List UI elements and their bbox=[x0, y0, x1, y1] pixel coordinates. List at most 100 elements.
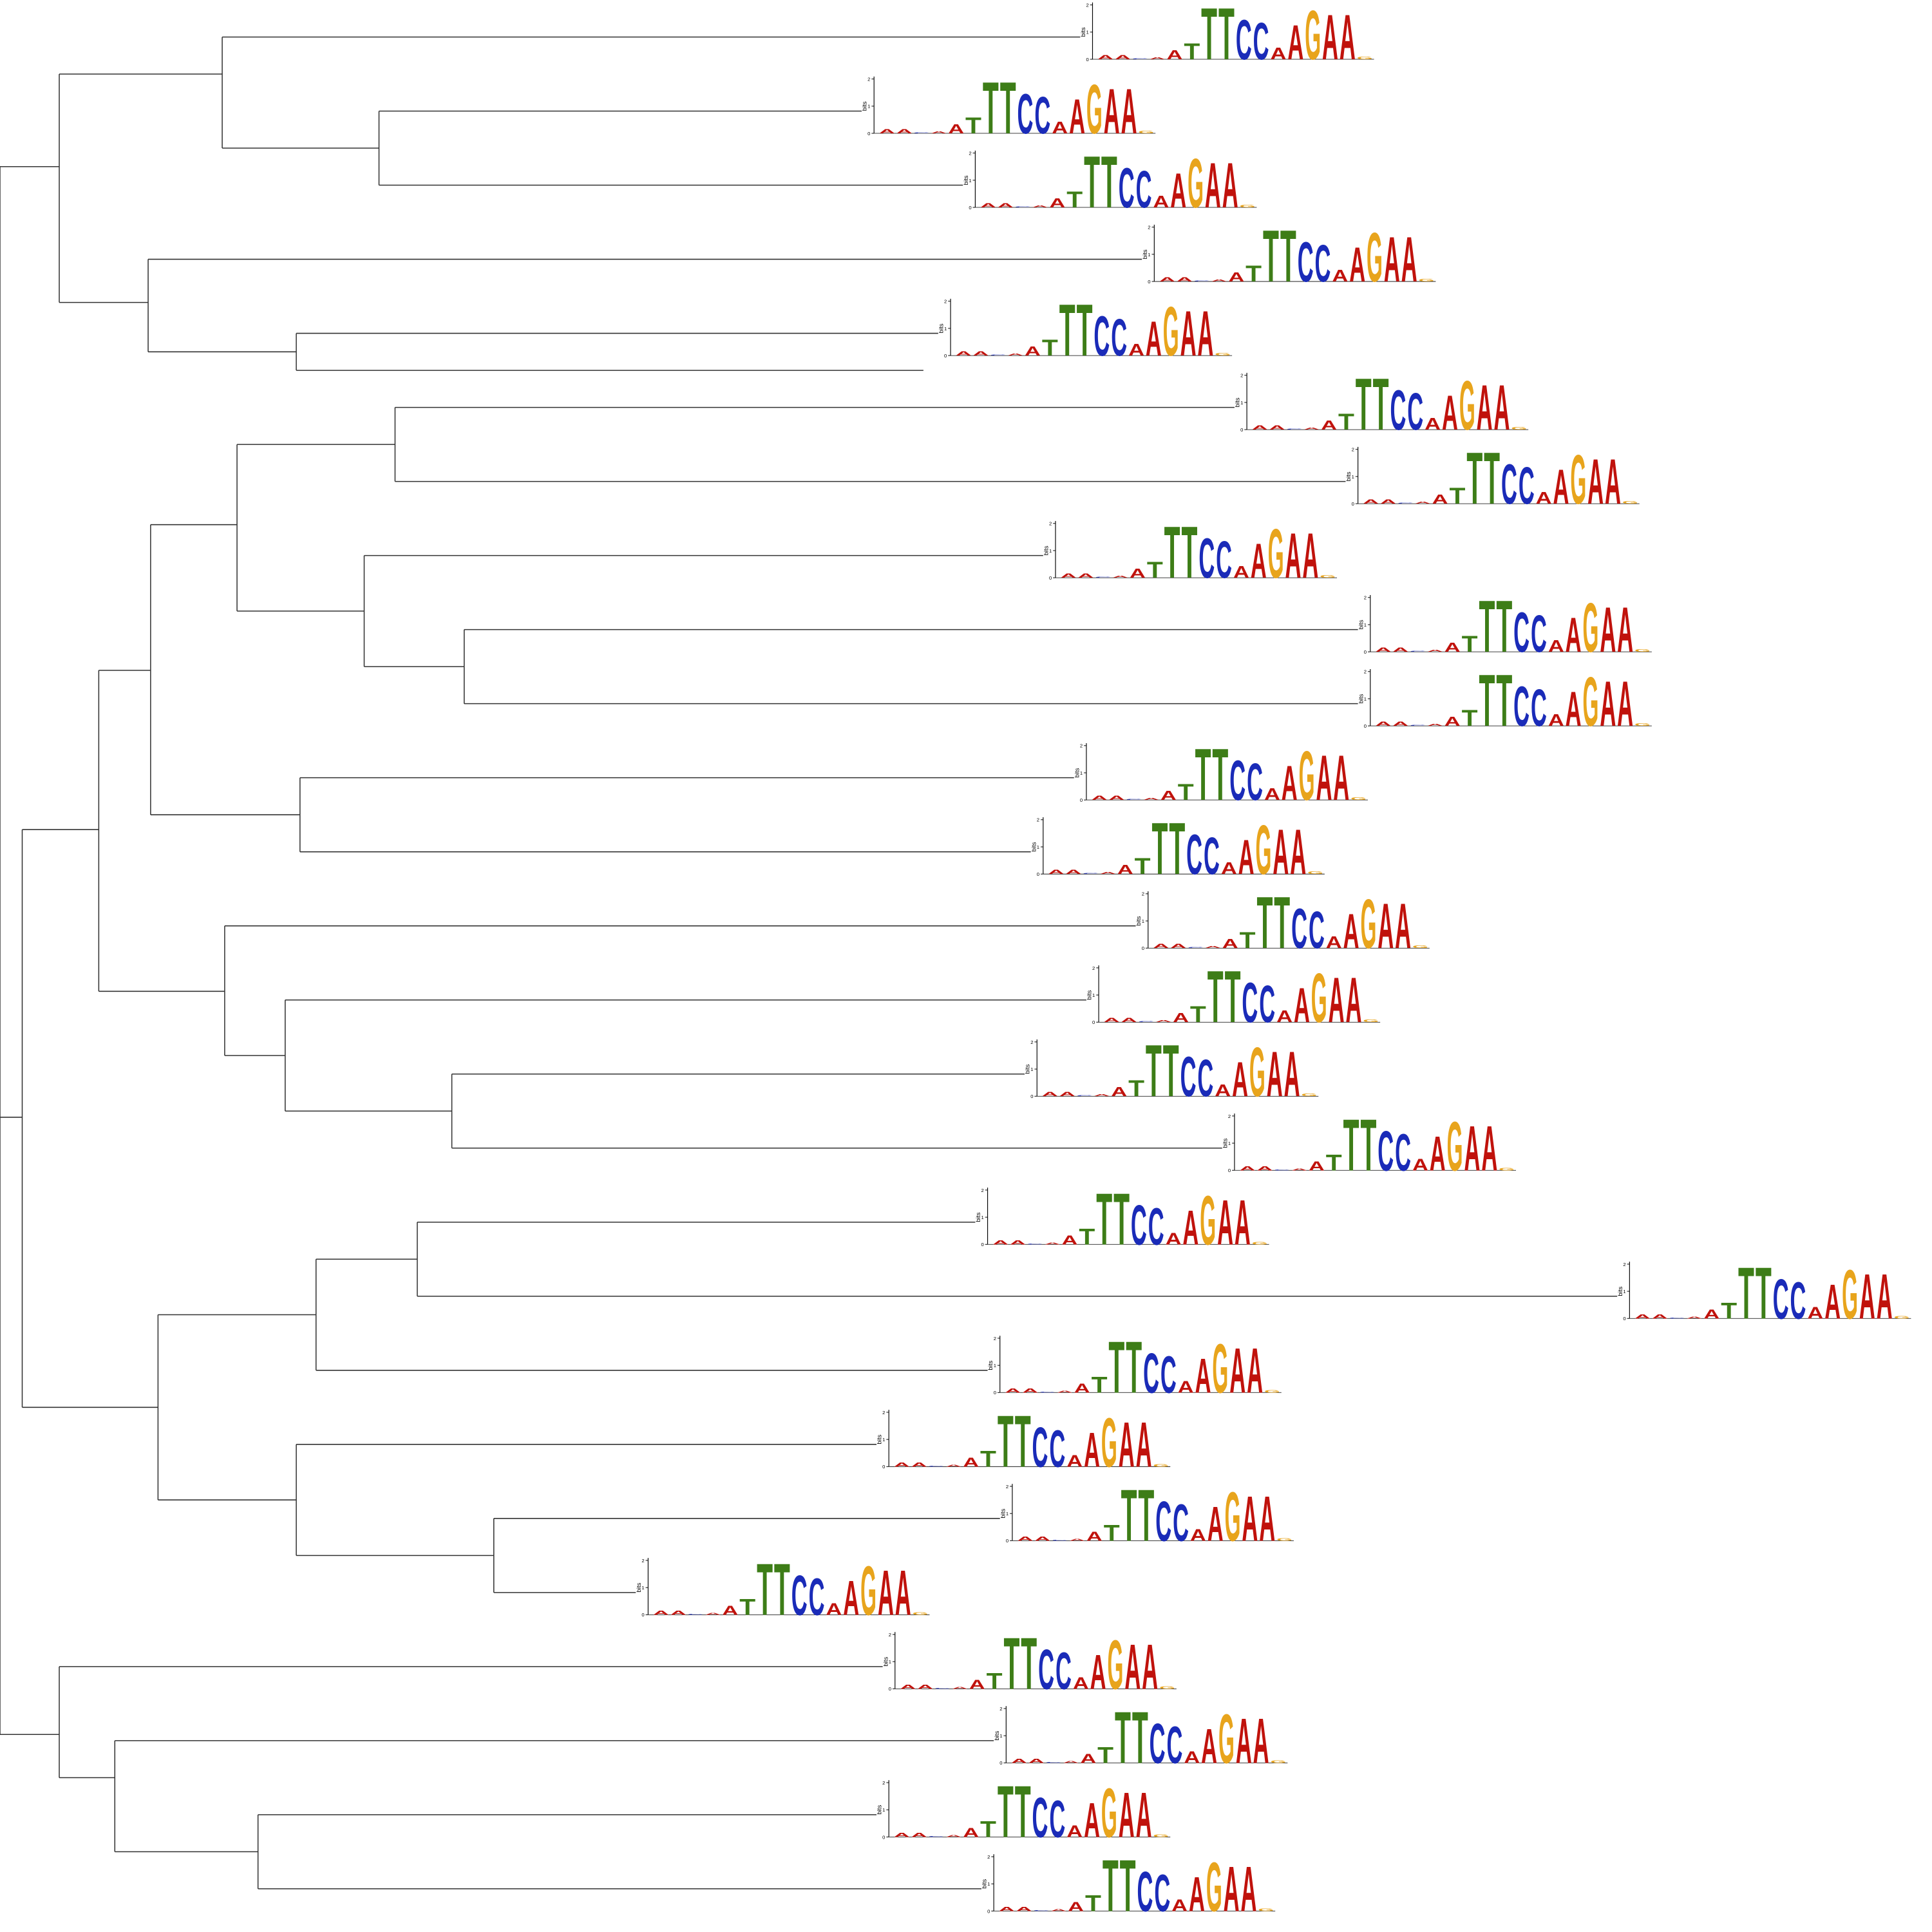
logo-letter: C bbox=[1410, 651, 1426, 652]
logo-letter: A bbox=[1285, 520, 1302, 591]
logo-letter: G bbox=[1570, 441, 1586, 519]
logo-letter: A bbox=[1493, 372, 1510, 443]
logo-letter: A bbox=[1086, 1529, 1103, 1544]
logo-axis-label: bits bbox=[876, 1434, 884, 1444]
logo-letter: A bbox=[1309, 1159, 1325, 1173]
logo-letter: C bbox=[1094, 305, 1110, 368]
logo-letter: A bbox=[1142, 1631, 1158, 1703]
logo-axis-label: bits bbox=[981, 1879, 989, 1889]
logo-tick-label: 1 bbox=[1352, 474, 1354, 480]
logo-letter: A bbox=[1066, 1821, 1083, 1841]
logo-letter: A bbox=[1224, 1853, 1240, 1925]
logo-letter: T bbox=[980, 1817, 997, 1842]
logo-letter: T bbox=[1178, 780, 1195, 805]
logo-letter: T bbox=[1462, 706, 1479, 731]
logo-tick-label: 1 bbox=[1142, 918, 1144, 924]
logo-letter: T bbox=[1164, 512, 1180, 594]
logo-letter: G bbox=[1412, 945, 1428, 949]
logo-letter: G bbox=[1276, 1537, 1293, 1542]
logo-letter: A bbox=[1166, 1229, 1182, 1248]
logo-letter: T bbox=[1097, 1743, 1114, 1768]
logo-letter: A bbox=[1687, 1316, 1703, 1319]
logo-tick-label: 1 bbox=[641, 1585, 644, 1591]
logo-letter: G bbox=[1363, 1019, 1379, 1023]
logo-letter: T bbox=[1756, 1253, 1772, 1334]
logo-letter: A bbox=[1117, 862, 1133, 877]
logo-letter: T bbox=[1184, 39, 1200, 64]
logo-letter: A bbox=[1251, 533, 1267, 589]
logo-letter: C bbox=[1083, 873, 1099, 875]
logo-letter: A bbox=[1090, 1644, 1106, 1700]
logo-letter: A bbox=[1028, 1757, 1045, 1764]
logo-tick-label: 2 bbox=[981, 1188, 984, 1193]
logo-letter: G bbox=[1447, 1108, 1463, 1186]
logo-letter: A bbox=[1049, 195, 1065, 210]
logo-letter: A bbox=[1349, 237, 1365, 292]
logo-letter: T bbox=[1015, 1401, 1031, 1482]
logo-letter: G bbox=[1842, 1256, 1858, 1334]
logo-tick-label: 1 bbox=[889, 1659, 891, 1665]
logo-tick-label: 0 bbox=[1142, 945, 1144, 951]
logo-letter: C bbox=[1137, 1861, 1153, 1924]
logo-tick-label: 1 bbox=[1364, 622, 1367, 628]
logo-letter: G bbox=[1200, 1182, 1216, 1260]
logo-letter: G bbox=[1894, 1315, 1910, 1320]
logo-letter: A bbox=[1548, 710, 1564, 730]
logo-letter: G bbox=[1634, 723, 1651, 727]
logo-letter: T bbox=[1120, 1846, 1136, 1927]
logo-letter: A bbox=[1128, 340, 1144, 359]
logo-letter: C bbox=[1274, 1170, 1290, 1171]
logo-letter: G bbox=[1307, 871, 1323, 875]
logo-letter: A bbox=[1084, 1792, 1100, 1848]
logo-letter: A bbox=[1321, 417, 1337, 432]
logo-axis-label: bits bbox=[999, 1508, 1007, 1518]
logo-letter: A bbox=[1412, 1155, 1428, 1174]
logo-letter: C bbox=[1242, 972, 1258, 1034]
logo-letter: T bbox=[1015, 1772, 1031, 1853]
logo-letter: T bbox=[987, 1669, 1003, 1694]
logo-letter: C bbox=[1247, 752, 1263, 811]
logo-letter: A bbox=[1084, 1422, 1100, 1477]
logo-letter: C bbox=[1378, 1120, 1394, 1182]
logo-letter: A bbox=[1178, 1377, 1194, 1396]
logo-tick-label: 2 bbox=[867, 77, 870, 82]
logo-letter: C bbox=[1519, 456, 1535, 515]
logo-axis-label: bits bbox=[1086, 990, 1094, 999]
logo-letter: A bbox=[1228, 269, 1244, 284]
logo-letter: A bbox=[956, 350, 972, 357]
logo-letter: T bbox=[1147, 558, 1164, 583]
logo-letter: A bbox=[1600, 594, 1616, 665]
logo-letter: A bbox=[1332, 266, 1348, 285]
logo-letter: A bbox=[1302, 520, 1318, 591]
logo-letter: A bbox=[1384, 223, 1400, 295]
logo-tick-label: 2 bbox=[889, 1632, 891, 1638]
logo-letter: A bbox=[1363, 498, 1379, 505]
logo-letter: A bbox=[1180, 298, 1197, 369]
logo-tick-label: 0 bbox=[1080, 797, 1083, 803]
logo-letter: T bbox=[1151, 808, 1168, 890]
logo-letter: C bbox=[1154, 1863, 1170, 1922]
logo-tick-label: 0 bbox=[1228, 1168, 1231, 1173]
logo-letter: C bbox=[1410, 725, 1426, 726]
logo-letter: A bbox=[1007, 353, 1023, 356]
logo-letter: A bbox=[1104, 1017, 1120, 1023]
logo-letter: A bbox=[998, 202, 1014, 209]
logo-letter: A bbox=[1432, 491, 1448, 506]
logo-letter: A bbox=[1316, 742, 1332, 813]
logo-letter: G bbox=[1583, 663, 1599, 741]
logo-letter: G bbox=[1264, 1389, 1280, 1394]
logo-letter: C bbox=[1136, 160, 1152, 219]
logo-letter: T bbox=[1245, 261, 1262, 287]
logo-letter: T bbox=[774, 1549, 790, 1631]
logo-tick-label: 2 bbox=[999, 1706, 1002, 1712]
logo-letter: A bbox=[1401, 223, 1417, 295]
logo-tick-label: 1 bbox=[1086, 30, 1088, 35]
logo-letter: G bbox=[860, 1552, 876, 1630]
logo-letter: A bbox=[1652, 1313, 1668, 1320]
logo-tick-label: 0 bbox=[944, 353, 947, 359]
